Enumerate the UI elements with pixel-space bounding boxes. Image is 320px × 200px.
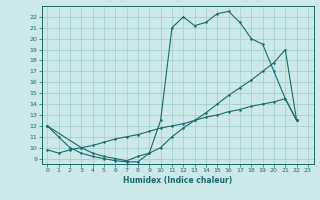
X-axis label: Humidex (Indice chaleur): Humidex (Indice chaleur) [123,176,232,185]
